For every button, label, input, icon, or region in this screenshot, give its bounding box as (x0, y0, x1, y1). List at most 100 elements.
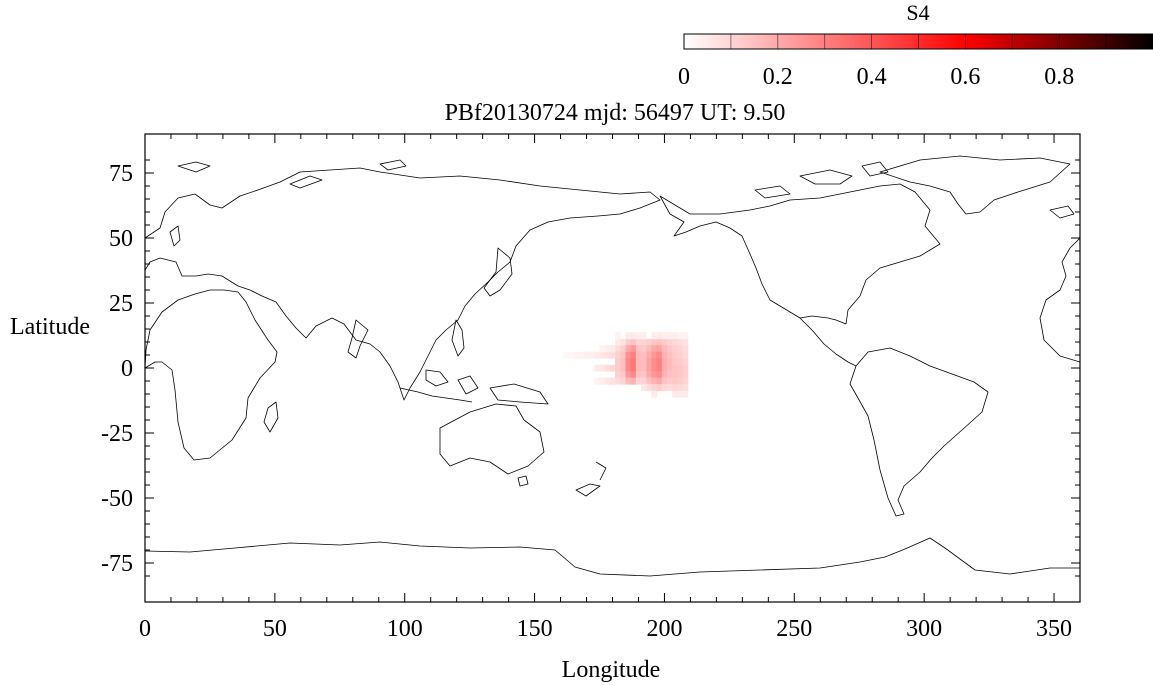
heatmap-cell (568, 351, 574, 359)
heatmap-cell (682, 371, 689, 379)
heatmap-cell (682, 377, 689, 385)
heatmap-cell (594, 364, 600, 372)
heatmap-cell (573, 351, 580, 359)
heatmap-cell (682, 338, 689, 346)
heatmap-cell (594, 377, 600, 385)
coastline-new-zealand (575, 461, 607, 497)
heatmap-cell (667, 364, 673, 372)
heatmap-cell (667, 332, 673, 340)
heatmap-cell (615, 358, 621, 366)
heatmap-cell (677, 332, 684, 340)
heatmap-cell (641, 338, 647, 346)
heatmap-cell (656, 384, 663, 392)
heatmap-cell (641, 345, 647, 353)
heatmap-cell (630, 377, 637, 385)
heatmap-cell (615, 371, 621, 379)
heatmap-cell (625, 358, 632, 366)
heatmap-cell (625, 351, 632, 359)
heatmap-cell (641, 351, 647, 359)
heatmap-cell (656, 351, 663, 359)
x-tick-label: 50 (263, 616, 287, 642)
colorbar-tick-label: 0.2 (763, 64, 793, 90)
colorbar-tick-label: 0.8 (1044, 64, 1074, 90)
heatmap-cell (656, 377, 663, 385)
x-tick-label: 300 (906, 616, 942, 642)
heatmap-cell (635, 377, 642, 385)
heatmap-cell (599, 345, 606, 353)
heatmap-cell (677, 371, 684, 379)
heatmap-cell (646, 351, 652, 359)
heatmap-cell (620, 377, 626, 385)
heatmap-cell (661, 358, 668, 366)
heatmap-cell (625, 345, 632, 353)
heatmap-cell (656, 364, 663, 372)
heatmap-cell (646, 371, 652, 379)
heatmap-cell (646, 358, 652, 366)
heatmap-cell (630, 338, 637, 346)
heatmap-cell (667, 377, 673, 385)
coastline-madagascar (263, 401, 279, 433)
heatmap-cell (667, 345, 673, 353)
heatmap-cell (609, 351, 616, 359)
heatmap-cell (630, 371, 637, 379)
heatmap-cell (641, 384, 647, 392)
heatmap-cell (672, 351, 678, 359)
s4-heatmap (563, 332, 689, 398)
heatmap-cell (609, 345, 616, 353)
heatmap-cell (615, 364, 621, 372)
heatmap-cell (625, 332, 632, 340)
heatmap-cell (677, 351, 684, 359)
heatmap-cell (672, 345, 678, 353)
heatmap-cell (656, 345, 663, 353)
heatmap-cell (661, 364, 668, 372)
colorbar-label: S4 (906, 0, 929, 25)
heatmap-cell (661, 384, 668, 392)
heatmap-cell (682, 364, 689, 372)
heatmap-cell (630, 332, 637, 340)
y-tick-label: 0 (121, 356, 133, 382)
coastline-japan (483, 247, 513, 297)
heatmap-cell (672, 384, 678, 392)
heatmap-cell (667, 384, 673, 392)
heatmap-cell (667, 371, 673, 379)
y-tick-labels: 75 50 25 0 -25 -50 -75 (101, 161, 133, 577)
heatmap-cell (641, 364, 647, 372)
heatmap-cell (630, 345, 637, 353)
heatmap-cell (625, 377, 632, 385)
coastline-europe-west (1039, 237, 1080, 363)
heatmap-cell (630, 364, 637, 372)
colorbar-tick-label: 0 (678, 64, 690, 90)
heatmap-cell (578, 351, 585, 359)
heatmap-cell (646, 384, 652, 392)
heatmap-cell (646, 345, 652, 353)
x-tick-label: 250 (776, 616, 812, 642)
heatmap-cell (599, 351, 606, 359)
heatmap-cell (682, 351, 689, 359)
heatmap-cell (615, 338, 621, 346)
heatmap-cell (635, 358, 642, 366)
heatmap-cell (656, 332, 663, 340)
heatmap-cell (630, 351, 637, 359)
heatmap-cell (609, 377, 616, 385)
heatmap-cell (667, 338, 673, 346)
heatmap-cell (651, 384, 658, 392)
coastline-arctic-islands (754, 161, 889, 199)
heatmap-cell (620, 364, 626, 372)
heatmap-cell (651, 371, 658, 379)
heatmap-cell (583, 351, 590, 359)
heatmap-cell (672, 332, 678, 340)
colorbar-ticks: 0 0.2 0.4 0.6 0.8 (678, 34, 1153, 90)
heatmap-cell (651, 377, 658, 385)
map-title: PBf20130724 mjd: 56497 UT: 9.50 (445, 100, 786, 126)
heatmap-cell (677, 338, 684, 346)
colorbar-tick-label: 0.4 (857, 64, 887, 90)
y-tick-label: 25 (109, 291, 133, 317)
heatmap-cell (630, 358, 637, 366)
x-tick-label: 0 (139, 616, 151, 642)
coastline-philippines (451, 319, 465, 357)
heatmap-cell (651, 358, 658, 366)
heatmap-cell (641, 377, 647, 385)
y-tick-label: 50 (109, 226, 133, 252)
coastline-indonesia (399, 369, 549, 405)
